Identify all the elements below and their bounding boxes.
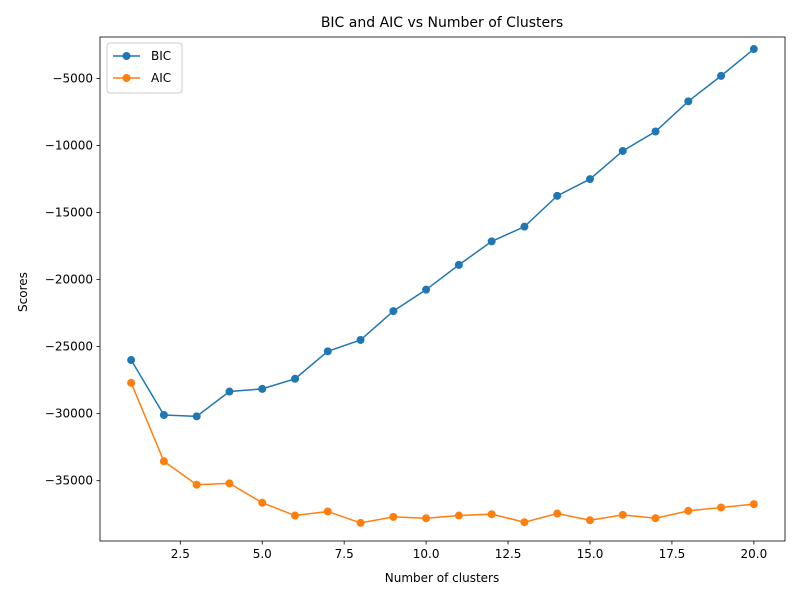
aic-series-line: [130, 382, 754, 524]
x-tick-label: 12.5: [495, 547, 522, 561]
bic-point: [749, 45, 758, 54]
aic-point: [192, 480, 201, 489]
y-axis-title: Scores: [16, 272, 30, 312]
aic-legend-label: AIC: [151, 71, 171, 85]
aic-point: [487, 510, 496, 519]
y-tick-label: −30000: [45, 407, 93, 421]
bic-point: [585, 175, 594, 184]
bic-point: [291, 374, 300, 383]
y-tick-label: −5000: [52, 72, 93, 86]
x-tick-label: 17.5: [659, 547, 686, 561]
x-axis: 2.5 5.0 7.5 10.0 12.5 15.0 17.5 20.0: [171, 541, 767, 561]
bic-point: [618, 146, 627, 155]
x-tick-label: 5.0: [253, 547, 272, 561]
aic-point: [651, 514, 660, 523]
aic-point: [520, 518, 529, 527]
bic-legend-label: BIC: [151, 49, 171, 63]
aic-point: [356, 518, 365, 527]
x-tick-label: 10.0: [413, 547, 440, 561]
x-axis-title: Number of clusters: [385, 571, 499, 585]
chart-title: BIC and AIC vs Number of Clusters: [321, 15, 563, 31]
aic-point: [684, 506, 693, 515]
x-tick-label: 15.0: [577, 547, 604, 561]
aic-point: [553, 509, 562, 518]
aic-point: [323, 507, 332, 516]
x-tick-label: 2.5: [171, 547, 190, 561]
bic-point: [356, 335, 365, 344]
plot-area: [99, 36, 786, 542]
aic-legend-marker: [122, 74, 131, 82]
bic-point: [258, 384, 267, 393]
bic-point: [422, 285, 431, 294]
bic-point: [389, 307, 398, 316]
bic-point: [684, 97, 693, 106]
x-tick-label: 20.0: [741, 547, 768, 561]
aic-point: [585, 516, 594, 525]
y-tick-label: −15000: [45, 206, 93, 220]
legend: BIC AIC: [106, 42, 183, 94]
aic-point: [717, 503, 726, 512]
bic-point: [651, 127, 660, 136]
y-tick-label: −10000: [45, 139, 93, 153]
aic-point: [258, 498, 267, 507]
plot-frame: [99, 36, 786, 542]
bic-point: [192, 412, 201, 421]
aic-point: [389, 512, 398, 521]
aic-point: [159, 457, 168, 466]
bic-point: [225, 387, 234, 396]
bic-legend-marker: [122, 52, 131, 60]
y-tick-label: −25000: [45, 340, 93, 354]
bic-point: [323, 347, 332, 356]
y-tick-label: −20000: [45, 273, 93, 287]
aic-point: [127, 378, 136, 387]
aic-point: [618, 510, 627, 519]
y-tick-label: −35000: [45, 474, 93, 488]
bic-point: [553, 191, 562, 200]
aic-point: [422, 514, 431, 523]
bic-point: [159, 411, 168, 419]
aic-point: [291, 511, 300, 520]
bic-series-line: [130, 48, 755, 418]
bic-point: [717, 71, 726, 80]
bic-point: [487, 237, 496, 246]
aic-point: [225, 479, 234, 488]
x-tick-label: 7.5: [335, 547, 354, 561]
bic-point: [454, 260, 463, 269]
aic-point: [749, 500, 758, 509]
y-axis: −35000 −30000 −25000 −20000 −15000 −10000 −500…: [45, 72, 100, 488]
bic-point: [127, 356, 136, 365]
bic-point: [520, 222, 529, 231]
aic-point: [454, 511, 463, 520]
